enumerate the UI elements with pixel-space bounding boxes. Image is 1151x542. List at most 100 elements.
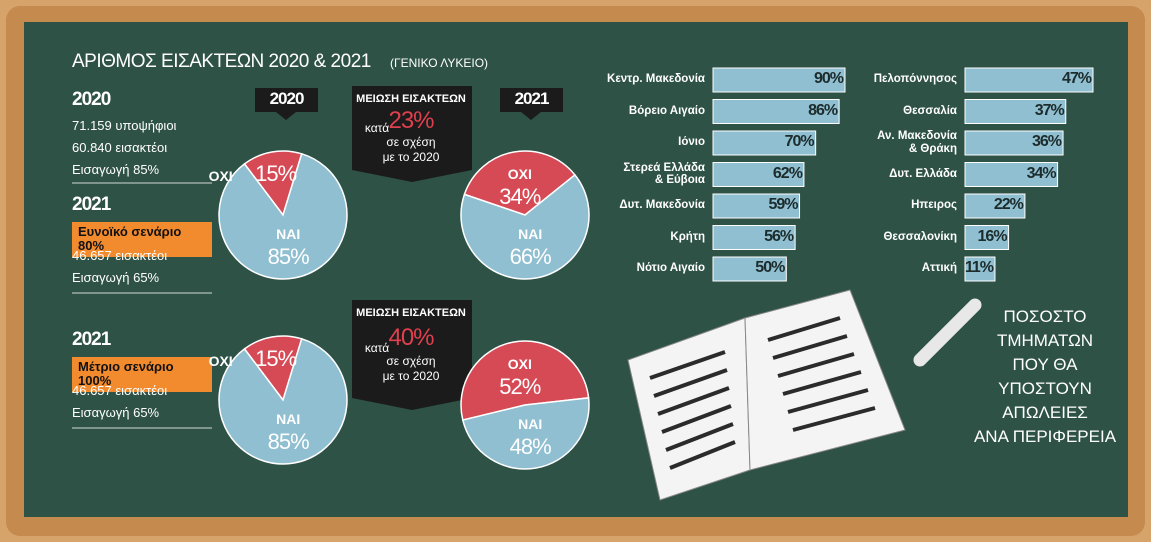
reduction-value: 40% (388, 324, 434, 351)
book-icon (627, 289, 906, 501)
stat-line: 46.657 εισακτέοι (72, 248, 168, 263)
bar-category: Ηπειρος (911, 199, 957, 211)
bar-value-label: 47% (1061, 70, 1092, 87)
stat-line: Εισαγωγή 65% (72, 405, 160, 420)
year: 2021 (72, 194, 111, 215)
pie-value-label: 66% (509, 243, 552, 269)
bar (712, 193, 801, 219)
bar-value-label: 62% (772, 164, 803, 182)
bar-value-label: 36% (1032, 133, 1062, 150)
note-line: ΠΟΥ ΘΑ (1012, 355, 1078, 374)
bar (964, 99, 1067, 124)
scenario-label: Ευνοϊκό σενάριο 80% (72, 222, 212, 257)
note-line: ΑΠΩΛΕΙΕΣ (1002, 403, 1088, 422)
reduction-value: 23% (388, 107, 434, 134)
bar-value-label: 56% (764, 227, 794, 245)
note-line: ΥΠΟΣΤΟΥΝ (998, 379, 1092, 398)
subtitle: (ΓΕΝΙΚΟ ΛΥΚΕΙΟ) (390, 56, 489, 70)
bar-category: Αττική (921, 262, 957, 274)
reduction-bg (352, 86, 472, 182)
bar-category: Κεντρ. Μακεδονία (607, 73, 705, 85)
bar-value-label: 11% (964, 259, 994, 276)
pie-slice (218, 152, 348, 280)
bar-category: Δυτ. Μακεδονία (619, 199, 705, 211)
bar-category: Θεσσαλονίκη (883, 230, 957, 243)
bar-category: Κρήτη (670, 230, 705, 243)
bar (964, 67, 1094, 93)
stat-line: Εισαγωγή 85% (72, 162, 160, 177)
year: 2021 (72, 329, 111, 350)
note-line: ΑΝΑ ΠΕΡΙΦΕΡΕΙΑ (973, 427, 1117, 446)
reduction-title: ΜΕΙΩΣΗ ΕΙΣΑΚΤΕΩΝ (356, 307, 466, 319)
stat-line: 46.657 εισακτέοι (72, 383, 168, 398)
bar-category: Αν. Μακεδονία & Θράκη (877, 130, 957, 155)
reduction-bg (352, 300, 472, 410)
bar-category: Θεσσαλία (903, 104, 957, 117)
reduction-title: ΜΕΙΩΣΗ ΕΙΣΑΚΤΕΩΝ (356, 93, 466, 105)
badge: 2021 (514, 89, 550, 108)
pie-category: ΟΧΙ (507, 166, 532, 183)
pie-slice (218, 337, 348, 465)
pie-category: ΝΑΙ (276, 225, 301, 242)
stat-line: Εισαγωγή 65% (72, 270, 160, 285)
year: 2020 (72, 89, 111, 110)
pie-value-label: 48% (509, 433, 552, 459)
bar-category: Πελοπόννησος (873, 73, 957, 85)
chalk-icon (913, 298, 982, 367)
bar (964, 130, 1064, 156)
pie-slice (460, 173, 590, 280)
bar (712, 162, 805, 187)
stat-line: 71.159 υποψήφιοι (72, 118, 177, 133)
bar (964, 256, 996, 282)
note-line: ΤΜΗΜΑΤΩΝ (996, 331, 1094, 350)
stat-line: 60.840 εισακτέοι (72, 140, 168, 155)
bar (964, 225, 1010, 250)
pie-category: ΝΑΙ (276, 410, 301, 427)
pie-category: ΝΑΙ (518, 415, 543, 432)
bar (712, 67, 846, 93)
bar (712, 256, 787, 282)
bar-value-label: 59% (768, 196, 799, 213)
pie-category: ΝΑΙ (518, 225, 543, 242)
bar-value-label: 16% (977, 227, 1008, 245)
badge-bg (500, 88, 563, 120)
bar-value-label: 37% (1034, 101, 1065, 119)
pie-value-label: 52% (499, 374, 541, 400)
bar-value-label: 22% (993, 196, 1024, 213)
reduction-pre: κατά (364, 121, 390, 135)
bar (964, 193, 1026, 219)
bar-category: Δυτ. Ελλάδα (889, 167, 957, 180)
bar-category: Στερεά Ελλάδα & Εύβοια (623, 161, 705, 187)
pie-value-label: 15% (255, 160, 297, 186)
reduction-post: με το 2020 (382, 369, 440, 383)
bar-value-label: 34% (1026, 164, 1057, 182)
reduction-post: σε σχέση (386, 354, 436, 368)
bar-value-label: 50% (755, 259, 785, 276)
pie-slice (460, 340, 590, 421)
pie-slice (463, 150, 576, 216)
pie-value-label: 34% (499, 184, 541, 210)
reduction-post: με το 2020 (382, 150, 440, 164)
pie-value-label: 15% (255, 345, 297, 371)
bar (712, 225, 796, 250)
bar (712, 99, 840, 124)
pie-category: ΟΧΙ (208, 353, 233, 369)
bar-value-label: 86% (808, 101, 838, 119)
pie-category: ΟΧΙ (507, 356, 532, 373)
pie-category: ΟΧΙ (208, 168, 233, 184)
bar (712, 130, 817, 156)
pie-slice (461, 397, 590, 470)
bar-category: Ιόνιο (678, 136, 705, 148)
title: ΑΡΙΘΜΟΣ ΕΙΣΑΚΤΕΩΝ 2020 & 2021 (72, 51, 371, 72)
badge-bg (255, 88, 318, 120)
bar (964, 162, 1059, 187)
note-line: ΠΟΣΟΣΤΟ (1003, 307, 1087, 326)
pie-value-label: 85% (267, 243, 310, 269)
reduction-post: σε σχέση (386, 135, 436, 149)
scenario-label: Μέτριο σενάριο 100% (72, 357, 212, 392)
bar-category: Βόρειο Αιγαίο (628, 104, 705, 117)
pie-value-label: 85% (267, 428, 310, 454)
badge: 2020 (269, 89, 305, 108)
